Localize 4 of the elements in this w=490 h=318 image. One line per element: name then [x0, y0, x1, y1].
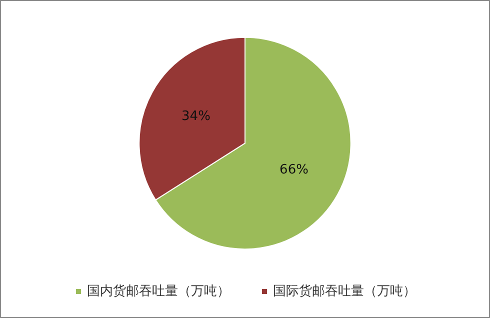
data-label: 34% [182, 108, 210, 124]
data-label: 66% [280, 162, 308, 178]
legend-label: 国内货邮吞吐量（万吨） [87, 284, 230, 299]
legend-label: 国际货邮吞吐量（万吨） [273, 284, 416, 299]
